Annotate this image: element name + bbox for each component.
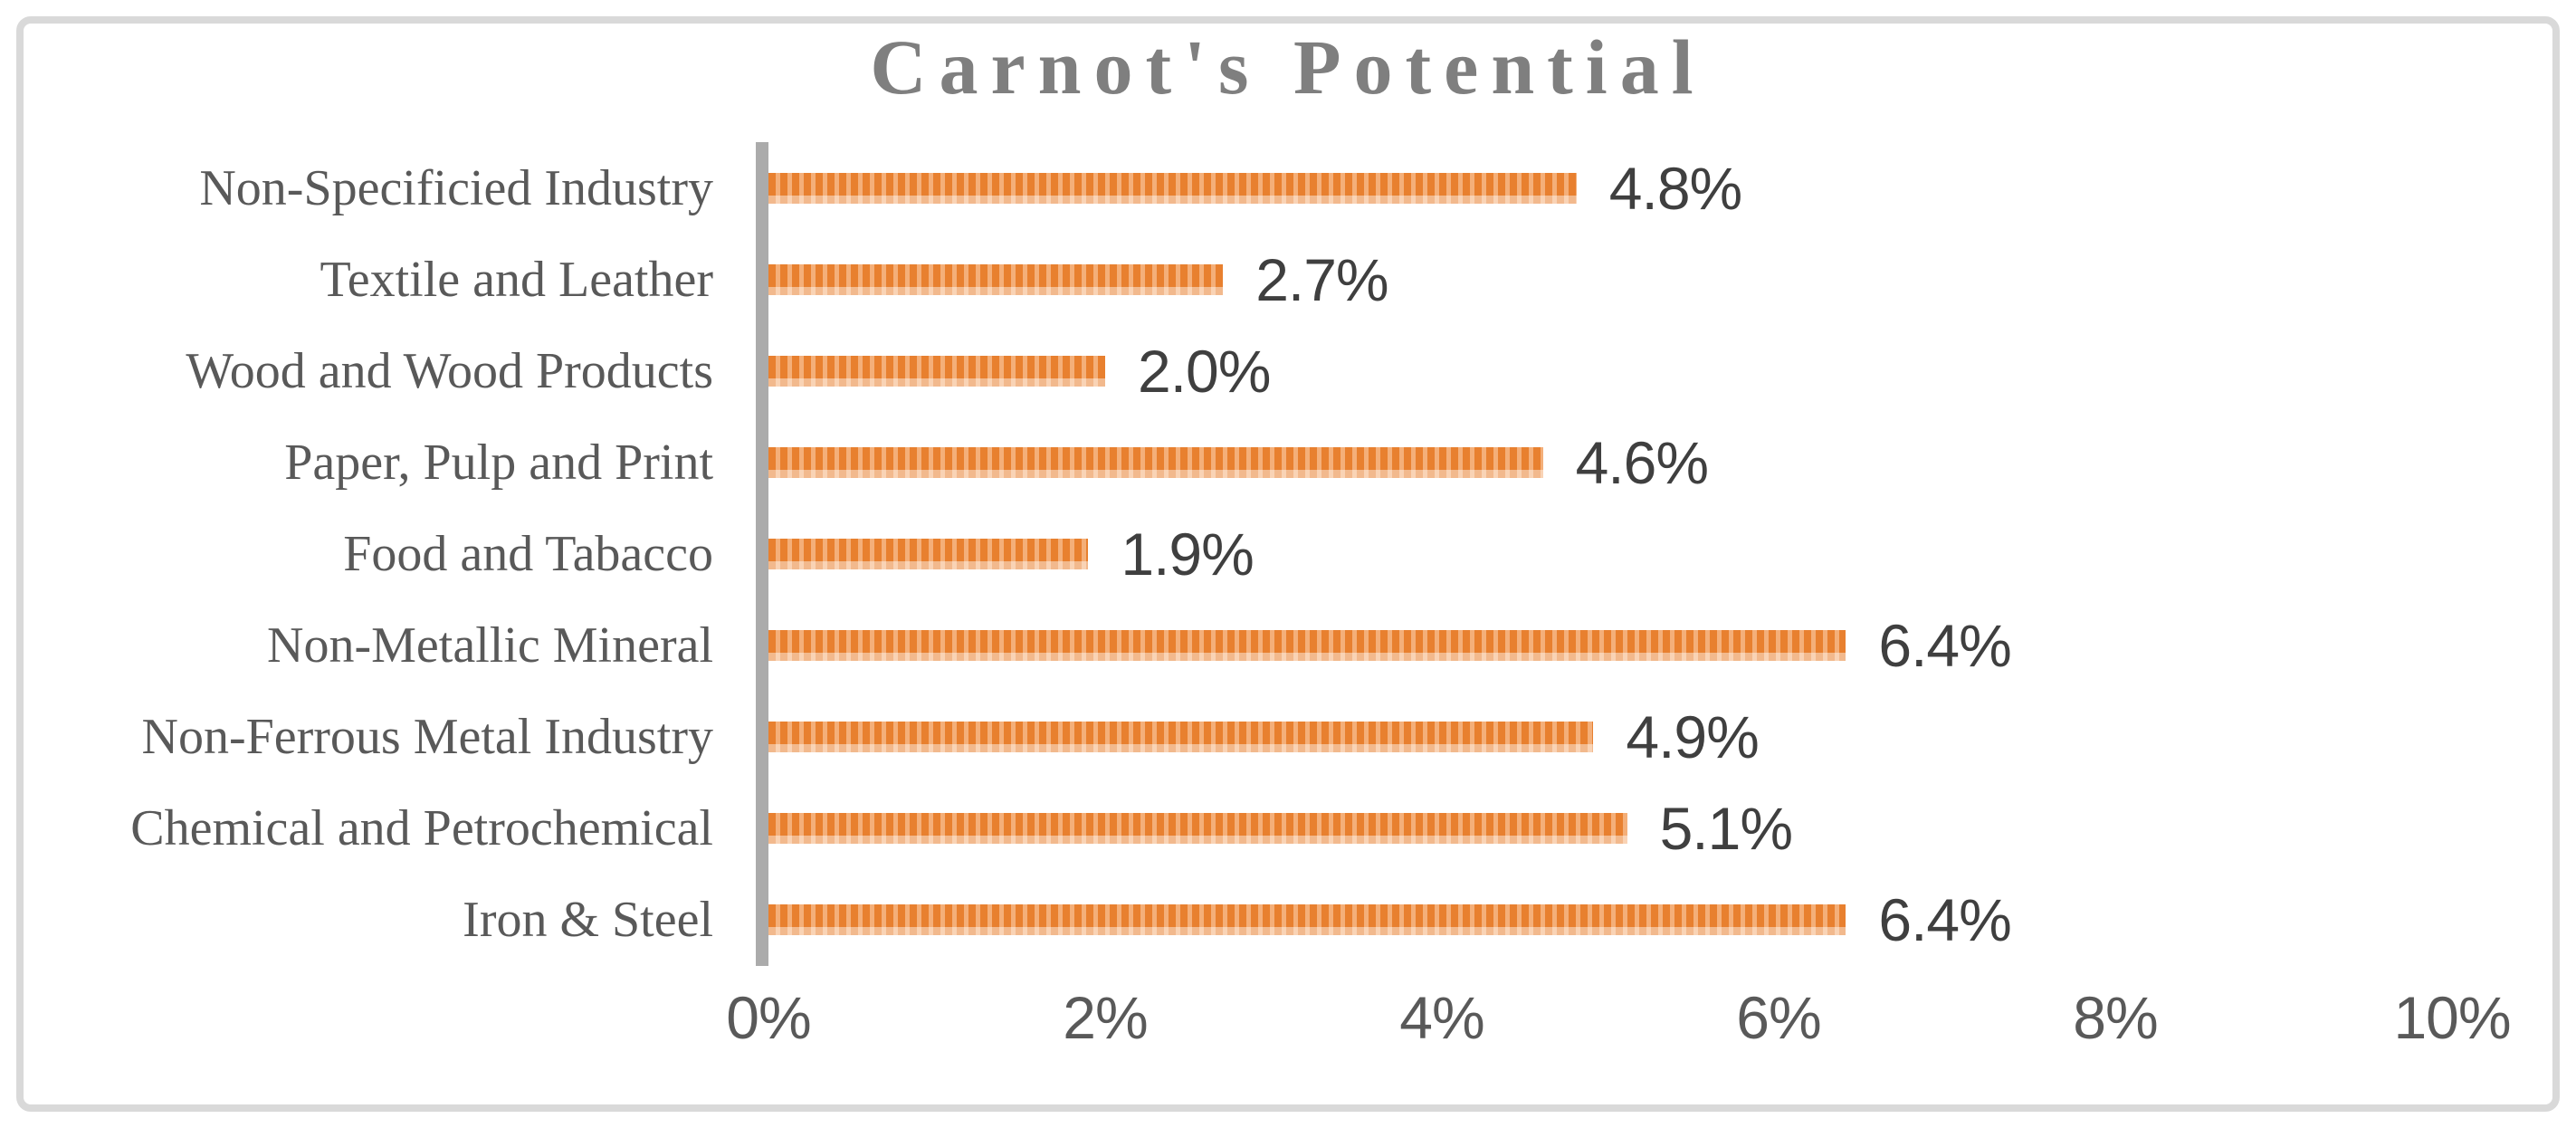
x-tick-label: 8% xyxy=(2073,984,2158,1051)
x-axis-ticks: 0% 2% 4% 6% 8% 10% xyxy=(726,983,2511,1092)
value-label: 4.9% xyxy=(1626,703,1759,771)
x-tick-label: 10% xyxy=(2393,984,2511,1051)
bar xyxy=(768,263,1224,295)
bar xyxy=(768,904,1846,936)
bar xyxy=(768,172,1577,204)
y-axis-line xyxy=(756,142,768,966)
category-label: Food and Tabacco xyxy=(343,525,713,582)
value-label: 4.8% xyxy=(1608,154,1742,222)
bar xyxy=(768,630,1846,662)
category-label: Textile and Leather xyxy=(320,251,713,308)
category-label: Paper, Pulp and Print xyxy=(284,434,713,491)
x-tick-label: 0% xyxy=(726,984,811,1051)
category-label: Non-Metallic Mineral xyxy=(267,617,713,674)
category-axis: Non-Specificied Industry Textile and Leat… xyxy=(33,142,713,966)
category-label: Wood and Wood Products xyxy=(186,342,713,399)
bar xyxy=(768,355,1105,387)
bar xyxy=(768,722,1594,753)
value-label: 1.9% xyxy=(1121,520,1254,588)
category-label: Non-Ferrous Metal Industry xyxy=(141,709,713,766)
bar xyxy=(768,538,1089,569)
category-label: Non-Specificied Industry xyxy=(199,159,713,216)
bar-row: 4.8% xyxy=(768,142,2452,234)
value-label: 4.6% xyxy=(1575,428,1709,496)
bar-row: 6.4% xyxy=(768,875,2452,966)
bar-row: 4.9% xyxy=(768,692,2452,783)
x-tick-label: 6% xyxy=(1736,984,1821,1051)
value-label: 6.4% xyxy=(1878,612,2011,680)
value-label: 2.7% xyxy=(1255,245,1388,313)
value-label: 2.0% xyxy=(1138,337,1271,405)
bar xyxy=(768,813,1627,845)
x-tick-label: 4% xyxy=(1399,984,1484,1051)
bar xyxy=(768,446,1543,478)
plot-area: 4.8% 2.7% 2.0% 4.6% 1.9% 6.4% 4.9% 5.1% 6.4% xyxy=(768,142,2452,966)
bar-row: 4.6% xyxy=(768,416,2452,508)
bar-row: 2.7% xyxy=(768,234,2452,325)
bar-row: 1.9% xyxy=(768,508,2452,599)
bar-row: 6.4% xyxy=(768,600,2452,692)
bar-row: 5.1% xyxy=(768,783,2452,875)
value-label: 5.1% xyxy=(1659,795,1793,863)
value-label: 6.4% xyxy=(1878,886,2011,954)
category-label: Chemical and Petrochemical xyxy=(130,800,713,857)
bar-row: 2.0% xyxy=(768,325,2452,416)
chart-title: Carnot's Potential xyxy=(870,24,1706,110)
x-tick-label: 2% xyxy=(1063,984,1148,1051)
category-label: Iron & Steel xyxy=(463,892,713,949)
